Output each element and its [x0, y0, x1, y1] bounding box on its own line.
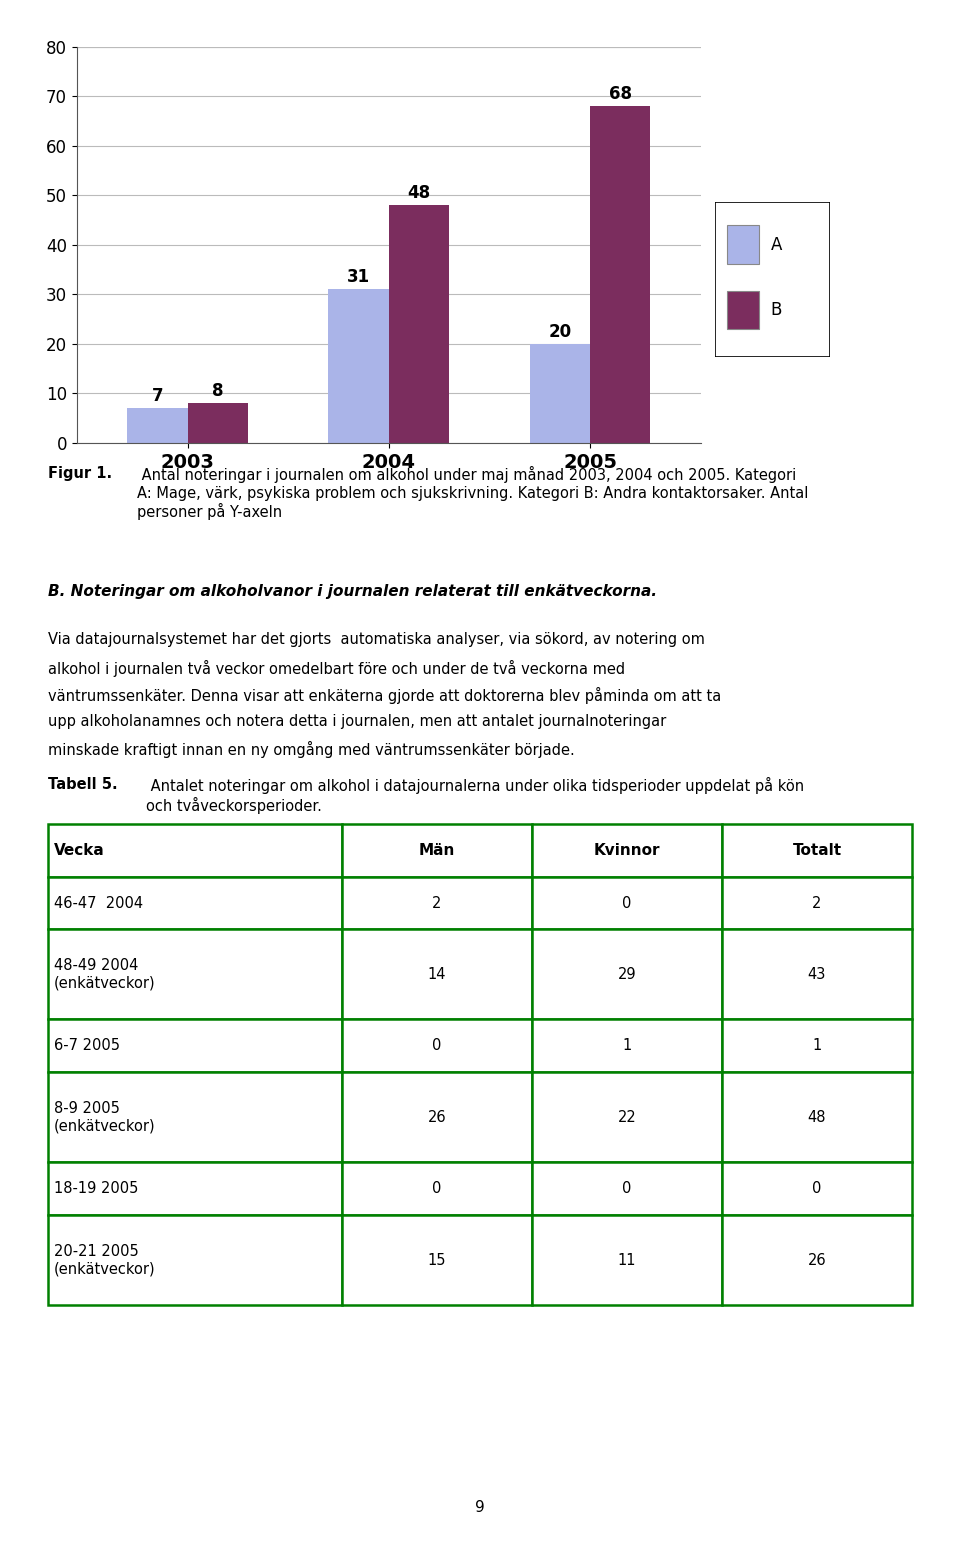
Text: 68: 68 [609, 85, 632, 103]
Bar [722, 1162, 912, 1215]
Bar [727, 225, 759, 264]
Bar [727, 291, 759, 329]
Bar [532, 929, 722, 1019]
Text: Totalt: Totalt [792, 842, 842, 858]
Bar [48, 876, 342, 929]
Text: 26: 26 [807, 1253, 827, 1268]
Text: 8-9 2005
(enkätveckor): 8-9 2005 (enkätveckor) [54, 1102, 156, 1133]
Text: 14: 14 [427, 967, 446, 982]
Text: 2: 2 [432, 895, 442, 911]
Bar [722, 824, 912, 876]
Text: upp alkoholanamnes och notera detta i journalen, men att antalet journalnotering: upp alkoholanamnes och notera detta i jo… [48, 715, 666, 729]
Text: 48-49 2004
(enkätveckor): 48-49 2004 (enkätveckor) [54, 959, 156, 991]
Bar [722, 929, 912, 1019]
Text: 7: 7 [152, 387, 163, 406]
Text: 20-21 2005
(enkätveckor): 20-21 2005 (enkätveckor) [54, 1245, 156, 1276]
Bar [590, 106, 651, 443]
Bar [532, 824, 722, 876]
Text: 31: 31 [348, 269, 371, 286]
Text: 22: 22 [617, 1110, 636, 1125]
Bar [48, 929, 342, 1019]
Text: Tabell 5.: Tabell 5. [48, 777, 118, 793]
Text: 8: 8 [212, 382, 224, 401]
Bar [389, 205, 449, 443]
Bar [530, 343, 590, 443]
Text: Män: Män [419, 842, 455, 858]
Bar [722, 876, 912, 929]
Text: 29: 29 [617, 967, 636, 982]
Bar [532, 876, 722, 929]
Bar [722, 1215, 912, 1305]
Bar [342, 1072, 532, 1162]
Bar [532, 1019, 722, 1072]
Bar [48, 824, 342, 876]
Text: väntrumssenkäter. Denna visar att enkäterna gjorde att doktorerna blev påminda o: väntrumssenkäter. Denna visar att enkäte… [48, 687, 721, 704]
Text: 0: 0 [432, 1038, 442, 1054]
Text: 48: 48 [407, 185, 430, 202]
Text: 46-47  2004: 46-47 2004 [54, 895, 143, 911]
Text: 6-7 2005: 6-7 2005 [54, 1038, 120, 1054]
Text: alkohol i journalen två veckor omedelbart före och under de två veckorna med: alkohol i journalen två veckor omedelbar… [48, 659, 625, 676]
Text: 0: 0 [622, 1181, 632, 1197]
Text: 43: 43 [807, 967, 827, 982]
Text: 2: 2 [812, 895, 822, 911]
Bar [328, 289, 389, 443]
Text: 0: 0 [432, 1181, 442, 1197]
Bar [342, 929, 532, 1019]
Text: Antal noteringar i journalen om alkohol under maj månad 2003, 2004 och 2005. Kat: Antal noteringar i journalen om alkohol … [137, 466, 808, 521]
Text: minskade kraftigt innan en ny omgång med väntrumssenkäter började.: minskade kraftigt innan en ny omgång med… [48, 741, 575, 758]
Bar [48, 1162, 342, 1215]
Text: 48: 48 [807, 1110, 827, 1125]
Bar [342, 1215, 532, 1305]
Text: 26: 26 [427, 1110, 446, 1125]
Text: A: A [771, 236, 781, 253]
Text: Kvinnor: Kvinnor [593, 842, 660, 858]
Text: B: B [771, 301, 781, 319]
Bar [722, 1019, 912, 1072]
Bar [187, 404, 248, 443]
Text: 11: 11 [617, 1253, 636, 1268]
Bar [342, 1019, 532, 1072]
Bar [532, 1162, 722, 1215]
Text: Via datajournalsystemet har det gjorts  automatiska analyser, via sökord, av not: Via datajournalsystemet har det gjorts a… [48, 632, 705, 648]
Text: 20: 20 [548, 323, 571, 340]
Text: Vecka: Vecka [54, 842, 105, 858]
Text: B. Noteringar om alkoholvanor i journalen relaterat till enkätveckorna.: B. Noteringar om alkoholvanor i journale… [48, 584, 657, 600]
Bar [532, 1215, 722, 1305]
Text: 1: 1 [622, 1038, 632, 1054]
Bar [342, 824, 532, 876]
Text: 18-19 2005: 18-19 2005 [54, 1181, 138, 1197]
Text: 1: 1 [812, 1038, 822, 1054]
Text: 15: 15 [427, 1253, 446, 1268]
Bar [48, 1215, 342, 1305]
Text: 9: 9 [475, 1500, 485, 1515]
Text: Figur 1.: Figur 1. [48, 466, 112, 482]
Bar [48, 1072, 342, 1162]
Bar [722, 1072, 912, 1162]
Bar [342, 1162, 532, 1215]
Text: Antalet noteringar om alkohol i datajournalerna under olika tidsperioder uppdela: Antalet noteringar om alkohol i datajour… [146, 777, 804, 814]
Text: 0: 0 [622, 895, 632, 911]
Bar [342, 876, 532, 929]
Bar [48, 1019, 342, 1072]
Bar [127, 409, 187, 443]
Bar [532, 1072, 722, 1162]
Text: 0: 0 [812, 1181, 822, 1197]
